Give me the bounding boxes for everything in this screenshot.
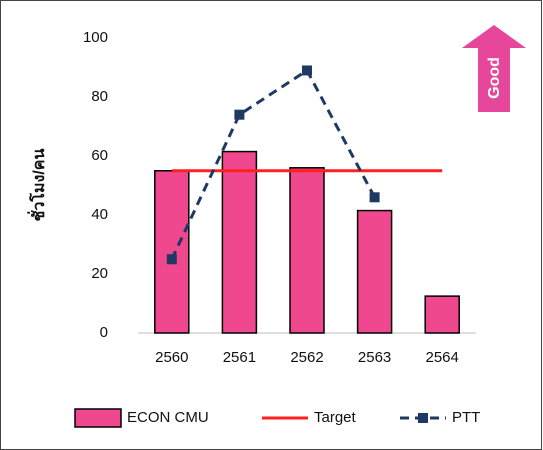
- legend-label: Target: [314, 409, 357, 426]
- legend-label: PTT: [452, 409, 480, 426]
- x-tick-label: 2564: [426, 349, 459, 366]
- bar: [289, 167, 325, 334]
- marker: [166, 254, 177, 265]
- y-axis-label: ชั่วโมง/คน: [27, 149, 48, 222]
- legend-marker: [418, 413, 428, 423]
- bar: [424, 295, 460, 334]
- y-tick-label: 20: [91, 265, 108, 282]
- y-tick-label: 40: [91, 206, 108, 223]
- x-tick-label: 2560: [155, 349, 188, 366]
- legend-swatch: [74, 408, 122, 428]
- marker: [234, 109, 245, 120]
- bar: [356, 209, 393, 334]
- y-tick-label: 0: [100, 324, 108, 341]
- y-tick-label: 60: [91, 147, 108, 164]
- y-tick-label: 100: [83, 29, 108, 46]
- bar: [154, 170, 190, 334]
- ptt-line: [170, 68, 376, 260]
- bar: [221, 150, 258, 334]
- marker: [369, 192, 380, 203]
- annotation: Good: [486, 57, 503, 99]
- x-tick-label: 2561: [223, 349, 256, 366]
- x-tick-label: 2562: [290, 349, 323, 366]
- good-arrow: [462, 25, 526, 112]
- x-tick-label: 2563: [358, 349, 391, 366]
- y-tick-label: 80: [91, 88, 108, 105]
- legend-label: ECON CMU: [127, 409, 209, 426]
- marker: [302, 65, 312, 76]
